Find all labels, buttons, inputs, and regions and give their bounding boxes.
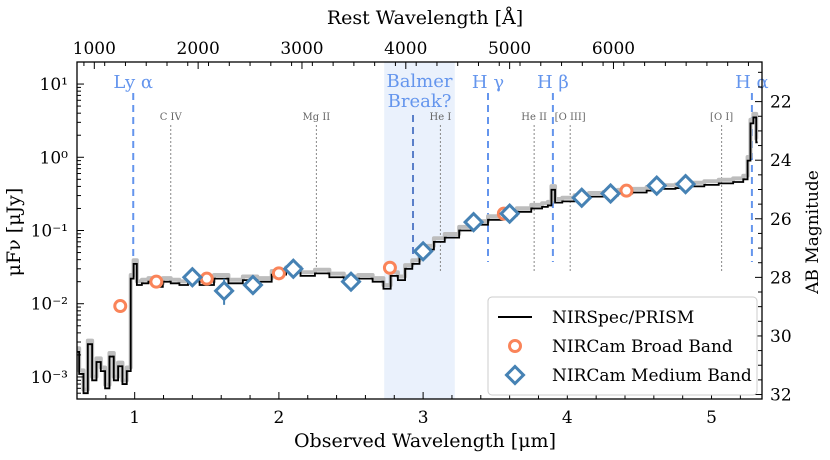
strong-line-label-0: Ly α	[113, 72, 153, 93]
prism-spectrum-line	[77, 116, 758, 395]
weak-line-label-1: Mg II	[303, 112, 331, 123]
medium-band-point-1	[213, 280, 235, 302]
top-tick-label-4: 5000	[488, 39, 531, 59]
y-tick-label-2: 10⁻¹	[31, 222, 68, 242]
broad-band-point-1	[149, 274, 164, 289]
right-tick-label-3: 28	[770, 268, 792, 288]
top-tick-label-1: 2000	[177, 39, 220, 59]
medium-band-point-5	[412, 240, 434, 262]
top-tick-label-2: 3000	[280, 39, 323, 59]
top-tick-label-0: 1000	[73, 39, 116, 59]
right-tick-label-4: 30	[770, 327, 792, 347]
x-tick-label-0: 1	[129, 408, 140, 428]
medium-band-point-0	[181, 266, 203, 288]
strong-line-label-3: H α	[735, 72, 769, 93]
legend-prism-label: NIRSpec/PRISM	[552, 308, 694, 328]
medium-band-point-6	[462, 211, 485, 233]
broad-band-point-3	[271, 266, 286, 281]
weak-line-label-2: He I	[430, 112, 452, 123]
legend: NIRSpec/PRISM NIRCam Broad Band NIRCam M…	[487, 296, 758, 396]
medium-band-point-10	[646, 175, 668, 197]
y-tick-label-3: 10⁰	[40, 148, 69, 168]
right-axis-label: AB Magnitude	[803, 170, 823, 295]
legend-broad-label: NIRCam Broad Band	[552, 337, 733, 357]
medium-band-point-9	[599, 182, 622, 205]
legend-box	[487, 296, 758, 396]
balmer-label-line1: Balmer	[386, 71, 452, 92]
y-axis-label: μFν [μJy]	[3, 188, 25, 277]
medium-band-point-3	[282, 258, 304, 280]
medium-band-point-11	[674, 173, 697, 195]
x-axis-label: Observed Wavelength [μm]	[294, 430, 556, 452]
legend-medium-label: NIRCam Medium Band	[552, 366, 752, 386]
x-tick-label-2: 3	[418, 408, 429, 428]
balmer-region	[384, 62, 455, 399]
weak-line-label-3: He II	[521, 112, 547, 123]
right-tick-label-2: 26	[770, 210, 792, 230]
medium-band-point-2	[242, 274, 264, 296]
top-axis-label: Rest Wavelength [Å]	[327, 7, 523, 29]
right-tick-label-1: 24	[770, 151, 792, 171]
right-tick-label-5: 32	[770, 386, 792, 406]
medium-band-point-8	[571, 187, 593, 209]
top-tick-label-3: 4000	[384, 39, 427, 59]
y-tick-label-4: 10¹	[40, 75, 68, 95]
y-tick-label-0: 10⁻³	[31, 368, 68, 388]
strong-line-label-1: H γ	[472, 72, 504, 93]
legend-broad-marker	[508, 339, 522, 353]
prism-error-band	[77, 111, 759, 392]
x-tick-label-1: 2	[273, 408, 284, 428]
legend-medium-marker	[504, 364, 526, 386]
medium-band-point-7	[499, 203, 521, 225]
x-tick-label-3: 4	[562, 408, 573, 428]
right-tick-label-0: 22	[770, 93, 792, 113]
top-tick-label-5: 6000	[592, 39, 635, 59]
plot-frame	[76, 61, 763, 400]
balmer-label-line2: Break?	[388, 91, 452, 112]
broad-band-point-4	[382, 260, 397, 275]
weak-line-label-5: [O I]	[710, 112, 733, 123]
y-tick-label-1: 10⁻²	[31, 295, 68, 315]
strong-line-label-2: H β	[537, 72, 569, 93]
broad-band-point-0	[113, 299, 128, 314]
broad-band-point-6	[619, 183, 634, 198]
axis-ticks: 1 2 3 4 5 1000 2000 3000 4000 5000 6000 10⁻³ 10⁻² 10⁻…	[31, 39, 792, 428]
x-tick-label-4: 5	[706, 408, 717, 428]
broad-band-point-2	[199, 271, 214, 286]
medium-band-point-4	[340, 271, 362, 293]
weak-line-label-4: [O III]	[555, 112, 586, 123]
weak-line-label-0: C IV	[160, 112, 183, 123]
